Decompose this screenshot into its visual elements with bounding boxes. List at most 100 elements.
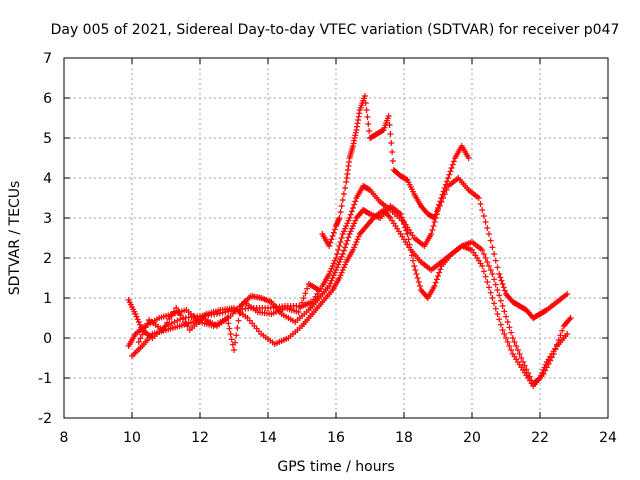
- data-point: [338, 269, 345, 276]
- data-point: [333, 255, 339, 261]
- data-point: [450, 158, 457, 165]
- data-point: [428, 231, 435, 237]
- data-point: [442, 181, 449, 188]
- data-point: [543, 364, 550, 371]
- data-point: [559, 327, 566, 334]
- y-tick-label: 6: [43, 91, 52, 107]
- data-point: [326, 283, 333, 289]
- data-point: [511, 339, 518, 345]
- data-point: [491, 300, 498, 307]
- data-point: [491, 276, 498, 283]
- data-point: [404, 231, 411, 237]
- data-point: [300, 295, 307, 301]
- data-point: [437, 198, 444, 205]
- data-point: [132, 311, 139, 317]
- data-point: [226, 325, 233, 332]
- series-track-c: [129, 207, 574, 389]
- data-point: [501, 287, 508, 294]
- data-point: [564, 331, 571, 337]
- data-point: [444, 178, 451, 185]
- data-point: [137, 335, 144, 342]
- data-point: [435, 205, 441, 211]
- data-point: [337, 272, 344, 279]
- data-point: [379, 127, 386, 134]
- data-point: [516, 351, 523, 357]
- data-point: [499, 281, 506, 287]
- data-point: [366, 128, 373, 134]
- data-point: [174, 317, 181, 324]
- data-point: [489, 295, 496, 301]
- data-point: [347, 211, 354, 218]
- data-point: [334, 264, 341, 271]
- data-point: [446, 171, 453, 178]
- data-point: [354, 236, 361, 243]
- data-point: [480, 251, 487, 257]
- x-tick-label: 18: [395, 430, 413, 446]
- data-point: [501, 308, 508, 315]
- data-point: [388, 140, 395, 146]
- x-axis-tick-labels: 8 10 12 14 16 18 20 22 24: [60, 430, 617, 446]
- data-point: [486, 231, 492, 237]
- data-point: [506, 343, 513, 349]
- y-tick-label: 0: [43, 331, 52, 347]
- data-point: [439, 191, 446, 198]
- data-point: [348, 225, 355, 232]
- data-point: [142, 324, 149, 331]
- data-point: [436, 269, 443, 276]
- data-point: [482, 255, 489, 261]
- data-point: [540, 371, 547, 377]
- data-point: [433, 208, 440, 215]
- data-point: [413, 271, 420, 277]
- data-point: [513, 343, 520, 349]
- y-tick-label: 3: [43, 211, 52, 227]
- data-point: [492, 305, 499, 312]
- data-point: [437, 266, 444, 273]
- data-point: [336, 259, 343, 265]
- data-point: [365, 210, 372, 217]
- data-point: [304, 285, 311, 292]
- data-point: [352, 217, 359, 224]
- data-point: [402, 224, 409, 231]
- data-point: [416, 283, 423, 289]
- data-point: [482, 273, 489, 280]
- data-point: [489, 244, 496, 251]
- data-point: [411, 263, 418, 269]
- data-point: [182, 319, 189, 326]
- data-point: [479, 247, 486, 253]
- data-point: [492, 257, 499, 264]
- data-point: [159, 327, 166, 333]
- data-point: [133, 313, 140, 320]
- data-point: [550, 351, 557, 357]
- y-tick-label: -2: [38, 411, 52, 427]
- data-point: [567, 315, 574, 321]
- data-point: [498, 277, 505, 284]
- data-point: [337, 209, 344, 215]
- data-point: [430, 223, 437, 229]
- data-point: [328, 265, 335, 272]
- y-tick-label: 7: [43, 51, 52, 67]
- data-point: [177, 312, 184, 319]
- data-point: [497, 297, 504, 304]
- data-point: [484, 279, 491, 285]
- data-point: [343, 223, 350, 229]
- x-tick-label: 8: [60, 430, 69, 446]
- y-axis-label: SDTVAR / TECUs: [7, 181, 23, 296]
- x-tick-label: 24: [599, 430, 617, 446]
- x-tick-label: 16: [327, 430, 345, 446]
- data-point: [342, 185, 349, 191]
- data-point: [136, 321, 143, 328]
- data-point: [331, 226, 338, 233]
- data-point: [497, 321, 504, 328]
- data-point: [233, 332, 240, 339]
- data-point: [166, 316, 173, 322]
- x-tick-label: 12: [191, 430, 209, 446]
- data-point: [338, 253, 345, 260]
- data-point: [344, 220, 351, 227]
- data-point: [327, 280, 334, 287]
- chart-title: Day 005 of 2021, Sidereal Day-to-day VTE…: [51, 22, 620, 38]
- data-point: [547, 357, 554, 364]
- data-point: [342, 244, 349, 251]
- data-point: [346, 215, 353, 221]
- data-point: [521, 362, 528, 369]
- data-point: [340, 247, 347, 254]
